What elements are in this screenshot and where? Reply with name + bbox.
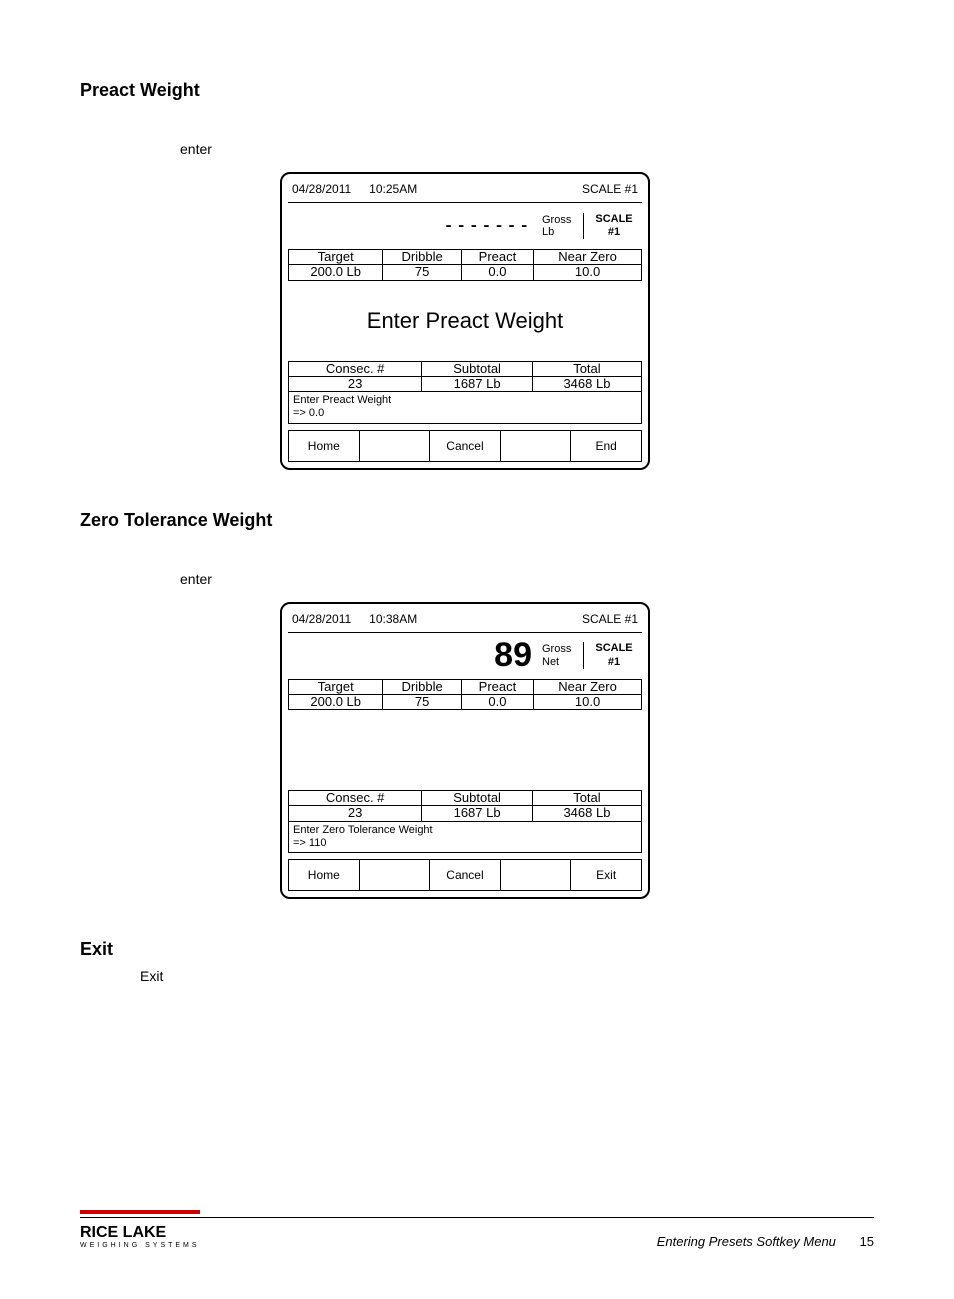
screen1-gross-lb: Gross Lb: [538, 214, 583, 238]
page-number: 15: [860, 1234, 874, 1249]
section-heading-preact: Preact Weight: [80, 80, 874, 101]
screen2-softkeys: Home Cancel Exit: [288, 859, 642, 891]
screen2-scale-badge: SCALE #1: [583, 642, 638, 668]
screen1-sub: Consec. # Subtotal Total 23 1687 Lb 3468…: [288, 361, 642, 393]
param-preact-v: 0.0: [461, 265, 533, 280]
param-dribble-v: 75: [383, 265, 461, 280]
param-preact-h: Preact: [461, 250, 533, 265]
softkey-cancel[interactable]: Cancel: [429, 430, 500, 462]
body-text-exit: Exit: [140, 968, 874, 984]
softkey-home[interactable]: Home: [288, 859, 359, 891]
softkey-home[interactable]: Home: [288, 430, 359, 462]
param-target-h: Target: [289, 680, 383, 695]
param-target-h: Target: [289, 250, 383, 265]
footer-line: [80, 1217, 874, 1218]
sub-subtotal-v: 1687 Lb: [422, 806, 533, 821]
section-heading-zero: Zero Tolerance Weight: [80, 510, 874, 531]
sub-subtotal-h: Subtotal: [422, 791, 533, 806]
param-dribble-h: Dribble: [383, 680, 461, 695]
sub-total-h: Total: [532, 361, 641, 376]
softkey-blank1[interactable]: [359, 430, 430, 462]
param-nz-h: Near Zero: [534, 680, 642, 695]
screen2-gross-net: Gross Net: [538, 643, 583, 667]
prompt-line1: Enter Preact Weight: [293, 394, 637, 407]
screen2-date: 04/28/2011: [292, 612, 351, 626]
footer-right: Entering Presets Softkey Menu 15: [657, 1234, 874, 1249]
footer-red-bar: [80, 1210, 200, 1214]
screen1-scale-top: SCALE #1: [582, 182, 638, 196]
screen2-middle: [288, 710, 642, 790]
screen2-prompt: Enter Zero Tolerance Weight => 110: [288, 822, 642, 853]
param-dribble-v: 75: [383, 694, 461, 709]
screen1-header: 04/28/2011 10:25AM SCALE #1: [288, 180, 642, 202]
prompt-line2: => 0.0: [293, 407, 637, 420]
section-heading-exit: Exit: [80, 939, 874, 960]
sub-subtotal-v: 1687 Lb: [422, 376, 533, 391]
param-preact-h: Preact: [461, 680, 533, 695]
sub-total-v: 3468 Lb: [532, 806, 641, 821]
screen1-time: 10:25AM: [369, 182, 417, 196]
param-target-v: 200.0 Lb: [289, 694, 383, 709]
footer-brand: RICE LAKE WEIGHING SYSTEMS: [80, 1224, 200, 1249]
screen2-big-value: 89: [494, 636, 532, 675]
softkey-blank2[interactable]: [500, 430, 571, 462]
param-target-v: 200.0 Lb: [289, 265, 383, 280]
param-preact-v: 0.0: [461, 694, 533, 709]
param-nz-v: 10.0: [534, 694, 642, 709]
body-text-preact: enter: [180, 141, 874, 157]
screen-preact: 04/28/2011 10:25AM SCALE #1 ------- Gros…: [280, 172, 650, 470]
screen2-header: 04/28/2011 10:38AM SCALE #1: [288, 610, 642, 632]
screen-zero: 04/28/2011 10:38AM SCALE #1 89 Gross Net…: [280, 602, 650, 900]
screen2-display: 89 Gross Net SCALE #1: [288, 632, 642, 680]
screen1-prompt: Enter Preact Weight => 0.0: [288, 392, 642, 423]
screen1-scale-badge: SCALE #1: [583, 213, 638, 239]
param-nz-v: 10.0: [534, 265, 642, 280]
softkey-end[interactable]: End: [570, 430, 642, 462]
param-dribble-h: Dribble: [383, 250, 461, 265]
sub-consec-h: Consec. #: [289, 791, 422, 806]
screen2-sub: Consec. # Subtotal Total 23 1687 Lb 3468…: [288, 790, 642, 822]
softkey-exit[interactable]: Exit: [570, 859, 642, 891]
page-footer: RICE LAKE WEIGHING SYSTEMS Entering Pres…: [80, 1210, 874, 1249]
screen1-middle: Enter Preact Weight: [288, 281, 642, 361]
screen1-params: Target Dribble Preact Near Zero 200.0 Lb…: [288, 250, 642, 281]
softkey-blank2[interactable]: [500, 859, 571, 891]
sub-total-h: Total: [532, 791, 641, 806]
sub-total-v: 3468 Lb: [532, 376, 641, 391]
param-nz-h: Near Zero: [534, 250, 642, 265]
screen2-params: Target Dribble Preact Near Zero 200.0 Lb…: [288, 680, 642, 711]
screen1-display: ------- Gross Lb SCALE #1: [288, 202, 642, 250]
softkey-cancel[interactable]: Cancel: [429, 859, 500, 891]
screen1-dashed: -------: [444, 217, 532, 235]
body-text-zero: enter: [180, 571, 874, 587]
screen2-scale-top: SCALE #1: [582, 612, 638, 626]
sub-subtotal-h: Subtotal: [422, 361, 533, 376]
sub-consec-h: Consec. #: [289, 361, 422, 376]
screen1-date: 04/28/2011: [292, 182, 351, 196]
softkey-blank1[interactable]: [359, 859, 430, 891]
sub-consec-v: 23: [289, 376, 422, 391]
sub-consec-v: 23: [289, 806, 422, 821]
prompt-line2: => 110: [293, 837, 637, 850]
prompt-line1: Enter Zero Tolerance Weight: [293, 824, 637, 837]
screen2-time: 10:38AM: [369, 612, 417, 626]
screen1-softkeys: Home Cancel End: [288, 430, 642, 462]
